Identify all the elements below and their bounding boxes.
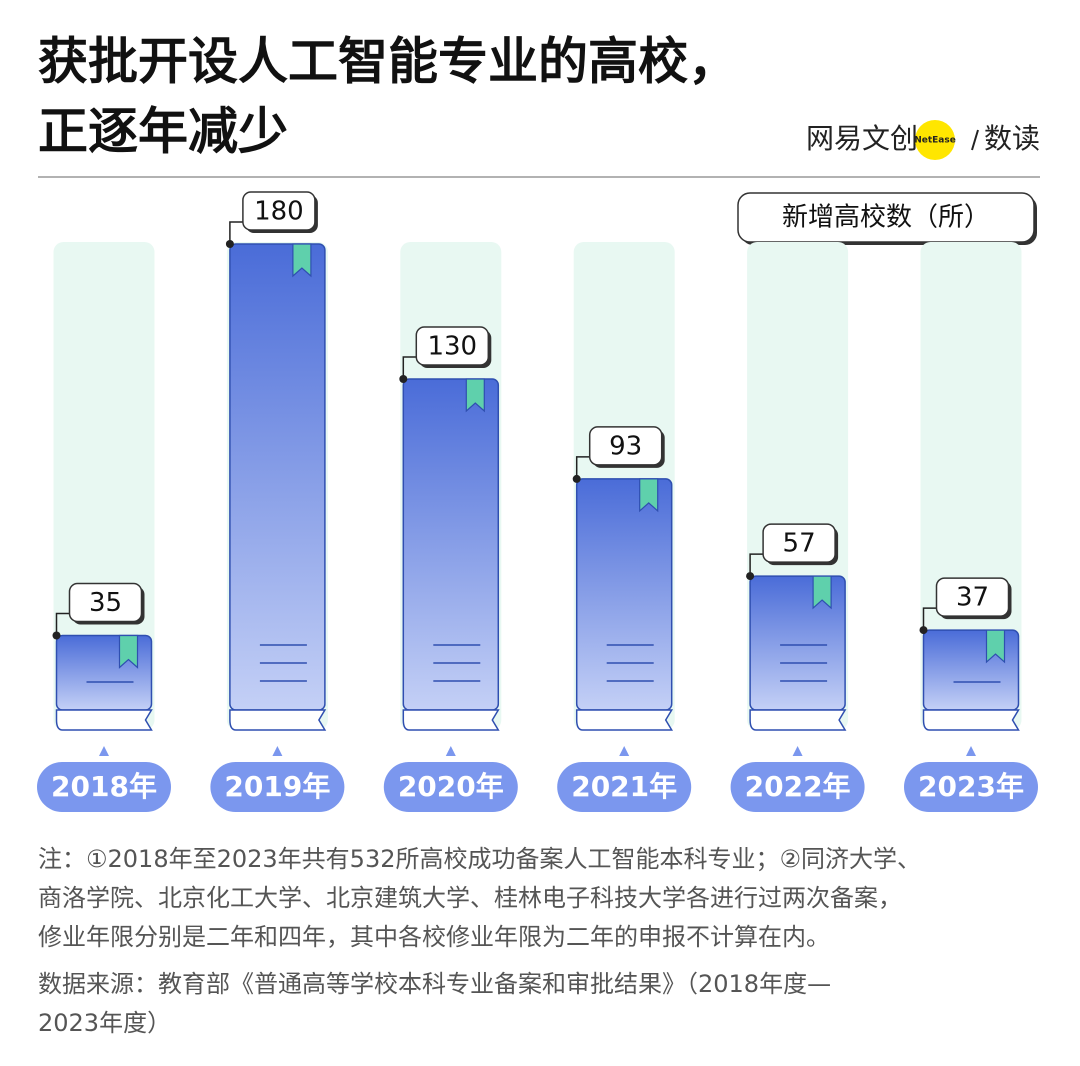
title: 正逐年减少: [38, 103, 288, 161]
source: 2023年度）: [38, 1009, 171, 1037]
note: 修业年限分别是二年和四年，其中各校修业年限为二年的申报不计算在内。: [38, 923, 830, 951]
label-box: [935, 577, 1010, 617]
pill-arrow: [966, 746, 976, 756]
brand: 网易文创: [806, 122, 918, 155]
separator: [971, 129, 979, 151]
pill-arrow: [792, 746, 803, 756]
value-label: 35: [89, 588, 122, 618]
leader-dot: [572, 474, 581, 483]
unit-label: 新增高校数（所）: [782, 203, 990, 233]
x-tick-label: 2022年: [745, 770, 851, 803]
book-pages: [402, 709, 500, 731]
book-pages: [229, 709, 327, 731]
book-pages: [55, 709, 153, 731]
book-pages: [749, 709, 847, 731]
column: 数读: [984, 122, 1040, 155]
leader-dot: [919, 626, 928, 635]
bookmark: [118, 634, 139, 669]
year-pill: [210, 762, 345, 812]
bar: [575, 478, 673, 711]
bookmark: [292, 243, 312, 278]
value-label: 180: [254, 197, 304, 227]
leader: [749, 553, 764, 577]
leader-dot: [399, 375, 408, 383]
label-box: [588, 426, 663, 466]
year-pill: [904, 762, 1038, 812]
leader-dot: [225, 240, 234, 248]
year-pill: [383, 762, 518, 812]
x-tick-label: 2021年: [571, 770, 677, 803]
leader: [402, 356, 417, 379]
leader-dot: [52, 631, 61, 640]
title: 获批开设人工智能专业的高校，: [38, 33, 738, 91]
year-pill: [557, 762, 692, 812]
bar: [402, 378, 500, 711]
pill-arrow: [619, 746, 630, 756]
bar: [229, 243, 326, 711]
x-tick-label: 2023年: [918, 770, 1024, 803]
leader-dot: [746, 572, 755, 581]
leader: [229, 221, 243, 244]
label-box: [415, 326, 490, 366]
bookmark: [465, 378, 485, 413]
note: 注：①2018年至2023年共有532所高校成功备案人工智能本科专业；②同济大学…: [38, 845, 921, 873]
value-label: 130: [427, 332, 477, 362]
bookmark: [985, 629, 1006, 664]
brand-badge-bg: [915, 120, 955, 160]
label-box: [68, 582, 143, 623]
book-pages: [922, 709, 1020, 731]
pill-arrow: [272, 746, 283, 756]
x-tick-label: 2020年: [398, 770, 504, 803]
label-box: [762, 523, 836, 563]
value-label: 93: [609, 431, 642, 461]
x-tick-label: 2018年: [51, 770, 157, 803]
leader: [922, 607, 937, 631]
pill-arrow: [445, 746, 456, 756]
x-tick-label: 2019年: [224, 770, 330, 803]
leader: [575, 456, 590, 479]
leader: [55, 612, 70, 636]
pill-arrow: [99, 746, 109, 756]
bookmark: [812, 575, 832, 610]
brand-badge: NetEase: [914, 136, 956, 146]
unit-box: [737, 192, 1035, 243]
bookmark: [639, 478, 659, 513]
year-pill: [37, 762, 171, 812]
book-pages: [575, 709, 674, 731]
value-label: 57: [783, 529, 816, 559]
value-label: 37: [956, 583, 989, 613]
note: 商洛学院、北京化工大学、北京建筑大学、桂林电子科技大学各进行过两次备案，: [38, 884, 902, 912]
year-pill: [730, 762, 865, 812]
label-box: [242, 191, 316, 231]
source: 数据来源：教育部《普通高等学校本科专业备案和审批结果》（2018年度—: [38, 970, 831, 998]
